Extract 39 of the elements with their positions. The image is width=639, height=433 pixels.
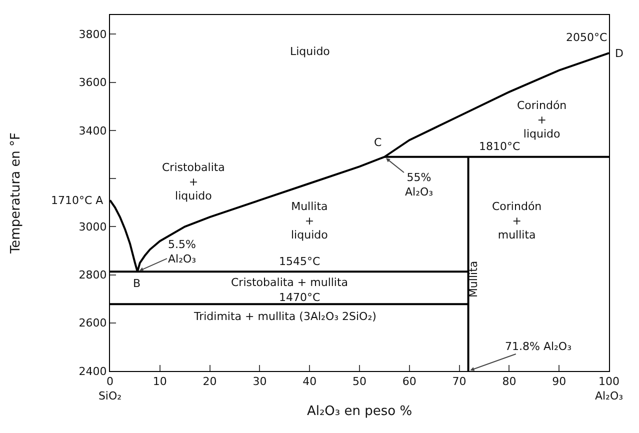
y-tick-label: 3400 bbox=[78, 124, 107, 138]
x-axis-title: Al₂O₃ en peso % bbox=[306, 404, 412, 420]
annotation: 1470°C bbox=[279, 291, 320, 304]
x-tick-label: 30 bbox=[252, 375, 267, 388]
x-tick-label: 10 bbox=[152, 375, 167, 388]
x-tick-label: 90 bbox=[552, 375, 566, 388]
annotation: 1810°C bbox=[479, 140, 520, 153]
annotation: C bbox=[374, 136, 382, 149]
annotation: Liquido bbox=[290, 45, 330, 58]
annotation: 71.8% Al₂O₃ bbox=[505, 340, 572, 353]
annotation: Tridimita + mullita (3Al₂O₃ 2SiO₂) bbox=[193, 310, 376, 323]
y-tick-label: 2600 bbox=[78, 316, 107, 330]
annotation: 5.5% Al₂O₃ bbox=[168, 238, 196, 266]
y-tick-label: 3800 bbox=[78, 28, 107, 42]
y-tick-label: 3600 bbox=[78, 76, 107, 90]
annotation: Corindón + mullita bbox=[492, 200, 542, 242]
annotation: Corindón + liquido bbox=[517, 99, 567, 141]
x-tick-label: 80 bbox=[502, 375, 516, 388]
y-tick-label: 3000 bbox=[78, 220, 107, 234]
x-tick-label: 50 bbox=[352, 375, 366, 388]
x-tick-label: 20 bbox=[202, 375, 217, 388]
y-tick-label: 2800 bbox=[78, 268, 107, 282]
annotation: Mullita + liquido bbox=[291, 200, 328, 242]
annotation: 1710°C A bbox=[51, 194, 104, 207]
annotation: Mullita bbox=[466, 260, 480, 298]
annotation: 2050°C bbox=[566, 31, 608, 44]
x-tick-label: 100 Al₂O₃ bbox=[594, 375, 624, 402]
x-tick-label: 70 bbox=[452, 375, 466, 388]
annotation: Cristobalita + mullita bbox=[231, 276, 348, 289]
x-tick-label: 60 bbox=[402, 375, 416, 388]
y-axis-title: Temperatura en °F bbox=[8, 132, 24, 255]
annotation: B bbox=[133, 277, 141, 290]
y-tick-label: 2400 bbox=[78, 364, 107, 378]
annotation: 55% Al₂O₃ bbox=[405, 171, 434, 198]
x-tick-label: 0 SiO₂ bbox=[98, 375, 122, 402]
x-tick-label: 40 bbox=[302, 375, 317, 388]
annotation: Cristobalita + liquido bbox=[162, 161, 225, 203]
annotation: D bbox=[615, 47, 624, 60]
annotation: 1545°C bbox=[279, 255, 320, 268]
